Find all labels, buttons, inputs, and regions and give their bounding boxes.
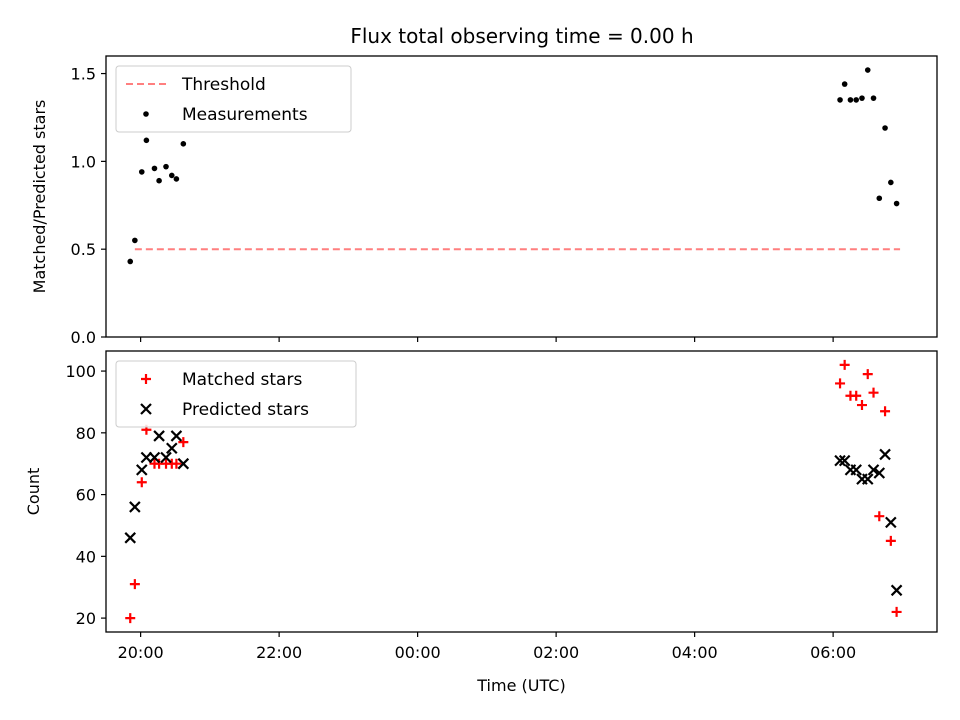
measurement-point xyxy=(859,95,865,101)
matched-star-point xyxy=(891,606,902,617)
legend-matched-swatch xyxy=(141,374,151,384)
y-tick-label: 20 xyxy=(76,609,96,628)
series-measurements xyxy=(127,67,900,265)
measurement-point xyxy=(853,97,860,103)
predicted-star-point xyxy=(867,464,880,476)
series-matched-stars xyxy=(125,359,902,624)
y-tick-label: 0.0 xyxy=(71,328,96,347)
x-tick-label: 00:00 xyxy=(395,643,441,662)
matched-star-point xyxy=(885,535,896,546)
x-tick-label: 04:00 xyxy=(672,643,718,662)
matched-star-point xyxy=(851,390,862,401)
predicted-star-point xyxy=(148,451,161,464)
measurement-point xyxy=(864,67,871,73)
measurement-point xyxy=(132,237,138,244)
measurement-point xyxy=(837,97,843,103)
y-tick-label: 1.5 xyxy=(71,65,96,84)
matched-star-point xyxy=(136,477,147,488)
y-tick-label: 60 xyxy=(76,486,96,505)
y-axis-label: Matched/Predicted stars xyxy=(30,100,49,294)
legend-0: Threshold Measurements xyxy=(115,65,352,133)
x-tick-label: 02:00 xyxy=(533,643,579,662)
measurement-point xyxy=(841,81,848,87)
y-tick-label: 1.0 xyxy=(71,152,96,171)
measurement-point xyxy=(893,200,900,207)
measurement-point xyxy=(168,172,175,179)
legend-box xyxy=(115,65,352,133)
legend-label: Matched stars xyxy=(182,370,302,390)
measurement-point xyxy=(151,165,158,172)
x-tick-label: 20:00 xyxy=(118,643,164,662)
legend-1: Matched stars Predicted stars xyxy=(115,360,357,428)
y-axis-label: Count xyxy=(24,468,43,516)
measurement-point xyxy=(173,176,180,182)
y-tick-label: 0.5 xyxy=(71,240,96,259)
y-tick-label: 80 xyxy=(76,424,96,443)
predicted-star-point xyxy=(850,464,862,476)
matched-star-point xyxy=(880,406,891,417)
legend-predicted-swatch xyxy=(140,403,152,415)
predicted-star-point xyxy=(873,467,886,479)
legend-label: Threshold xyxy=(181,75,266,95)
predicted-star-point xyxy=(170,430,183,442)
x-tick-label: 22:00 xyxy=(256,643,302,662)
measurement-point xyxy=(876,195,883,202)
predicted-star-point xyxy=(153,430,165,442)
legend-box xyxy=(115,360,357,428)
matched-star-point xyxy=(868,387,879,398)
matched-star-point xyxy=(862,369,873,380)
predicted-star-point xyxy=(885,516,897,529)
legend-measurement-swatch xyxy=(143,111,149,117)
x-axis-label: Time (UTC) xyxy=(476,676,565,695)
predicted-star-point xyxy=(177,457,190,470)
matched-star-point xyxy=(129,579,140,590)
predicted-star-point xyxy=(879,448,891,461)
predicted-star-point xyxy=(136,464,148,476)
measurement-point xyxy=(888,179,894,186)
matched-star-point xyxy=(874,511,885,522)
predicted-star-point xyxy=(166,442,178,455)
measurement-point xyxy=(143,137,150,144)
measurement-point xyxy=(138,169,145,175)
top-panel: 0.0 0.5 1.0 1.5 Matched/Predicted stars Thres… xyxy=(30,55,938,347)
matched-star-point xyxy=(171,458,182,469)
measurement-point xyxy=(870,95,877,101)
predicted-star-point xyxy=(129,501,141,513)
measurement-point xyxy=(882,125,888,131)
legend-label: Measurements xyxy=(182,105,308,125)
matched-star-point xyxy=(125,613,136,624)
legend-label: Predicted stars xyxy=(182,400,309,420)
predicted-star-point xyxy=(124,532,137,544)
predicted-star-point xyxy=(890,584,903,597)
matched-star-point xyxy=(856,400,867,411)
measurement-point xyxy=(156,177,162,184)
y-tick-label: 100 xyxy=(65,362,96,381)
series-predicted-stars xyxy=(124,430,903,597)
measurement-point xyxy=(163,163,169,170)
predicted-star-point xyxy=(834,454,846,467)
measurement-point xyxy=(127,258,134,265)
axes-frame-1 xyxy=(105,350,938,633)
measurement-point xyxy=(847,97,854,103)
predicted-star-point xyxy=(838,454,851,467)
predicted-star-point xyxy=(160,451,172,464)
chart-title: Flux total observing time = 0.00 h xyxy=(350,24,693,48)
bottom-panel: 20:00 22:00 00:00 02:00 04:00 06:00 20 40 60 80 10… xyxy=(24,350,938,695)
x-tick-label: 06:00 xyxy=(810,643,856,662)
matched-star-point xyxy=(839,359,850,370)
measurement-point xyxy=(180,141,187,147)
y-tick-label: 40 xyxy=(76,547,96,566)
matched-star-point xyxy=(835,378,846,389)
matched-star-point xyxy=(178,437,189,448)
predicted-star-point xyxy=(861,473,874,485)
axes-frame-0 xyxy=(105,55,938,338)
